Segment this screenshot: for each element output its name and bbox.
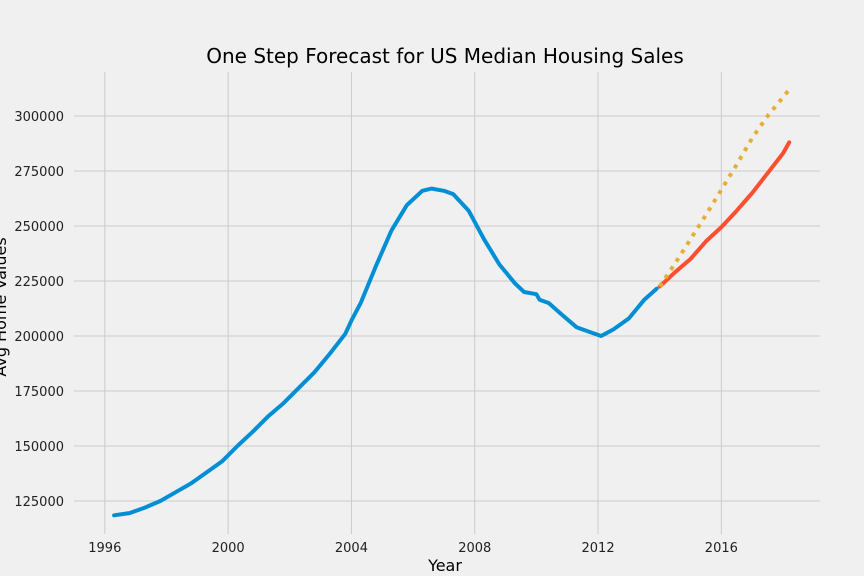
grid-layer (74, 72, 820, 534)
dotted-series-line (658, 88, 791, 288)
x-tick-label: 2012 (582, 541, 615, 556)
y-tick-label: 200000 (14, 330, 64, 345)
tick-layer: 1996 2000 2004 2008 2012 2016 125000 150000 1750… (14, 110, 738, 556)
series-line-1 (112, 186, 659, 518)
y-tick-label: 250000 (14, 220, 64, 235)
y-tick-label: 275000 (14, 165, 64, 180)
y-tick-label: 300000 (14, 110, 64, 125)
chart-title: One Step Forecast for US Median Housing … (206, 44, 684, 68)
y-tick-label: 150000 (14, 440, 64, 455)
x-axis-label: Year (427, 556, 462, 575)
x-tick-label: 2008 (458, 541, 491, 556)
series-layer (112, 88, 792, 518)
y-tick-label: 175000 (14, 385, 64, 400)
x-tick-label: 2004 (335, 541, 368, 556)
y-axis-label: Avg Home Values (0, 237, 10, 376)
y-tick-label: 225000 (14, 275, 64, 290)
x-tick-label: 2000 (212, 541, 245, 556)
x-tick-label: 2016 (705, 541, 738, 556)
series-line-2 (657, 140, 792, 289)
x-tick-label: 1996 (88, 541, 121, 556)
y-tick-label: 125000 (14, 495, 64, 510)
